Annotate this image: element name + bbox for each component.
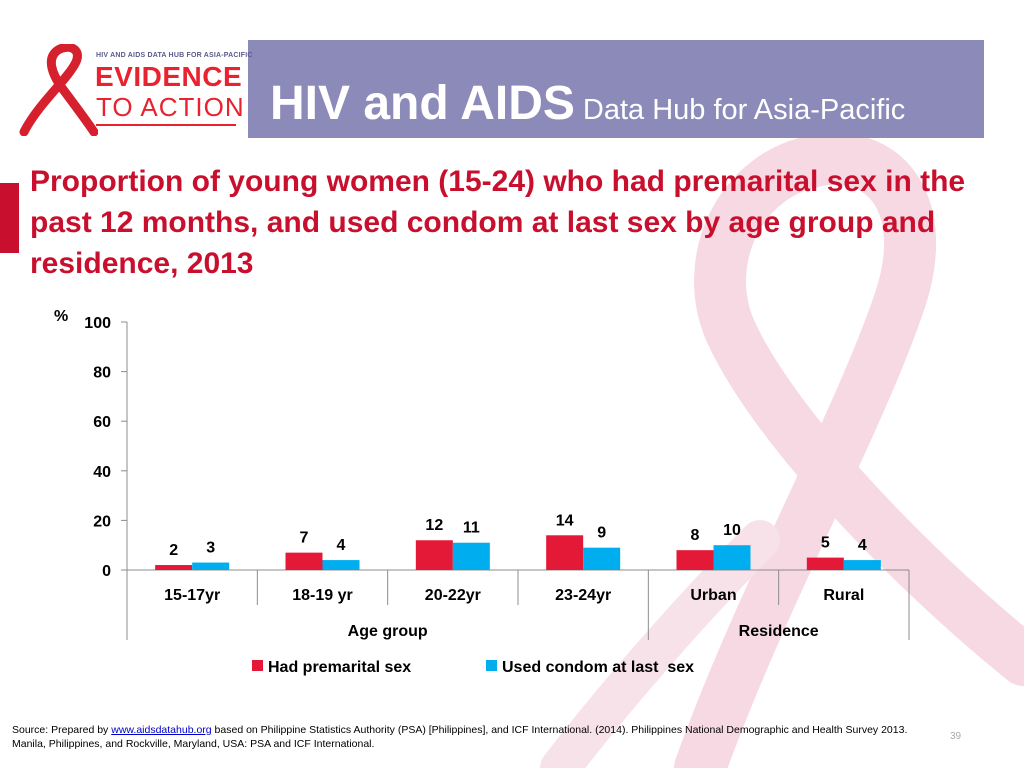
- y-tick-label: 20: [93, 513, 111, 530]
- data-label: 12: [425, 517, 443, 534]
- source-prefix: Source: Prepared by: [12, 724, 109, 736]
- title-accent-bar: [0, 183, 19, 253]
- bar-condom-use: [452, 542, 490, 570]
- bar-condom-use: [843, 560, 881, 570]
- logo-hub-text: HIV AND AIDS DATA HUB FOR ASIA-PACIFIC: [96, 52, 253, 59]
- header-title-main: HIV and AIDS: [270, 77, 575, 130]
- legend-label: Had premarital sex: [268, 659, 411, 676]
- bar-condom-use: [322, 560, 360, 570]
- y-tick-label: 0: [102, 563, 111, 580]
- y-tick-label: 100: [84, 315, 111, 332]
- data-label: 11: [463, 520, 480, 537]
- y-tick-label: 40: [93, 464, 111, 481]
- y-tick-label: 60: [93, 414, 111, 431]
- x-tick-label: 18-19 yr: [292, 587, 353, 604]
- bar-condom-use: [192, 562, 230, 570]
- y-tick-label: 80: [93, 365, 111, 382]
- bar-premarital-sex: [546, 535, 584, 570]
- data-label: 10: [723, 522, 741, 539]
- data-label: 7: [300, 530, 309, 547]
- data-label: 5: [821, 535, 830, 552]
- data-label: 3: [206, 540, 215, 557]
- data-label: 9: [597, 525, 606, 542]
- bar-premarital-sex: [676, 550, 714, 570]
- x-tick-label: Urban: [690, 587, 736, 604]
- data-label: 8: [691, 527, 700, 544]
- bar-condom-use: [713, 545, 751, 570]
- bar-premarital-sex: [285, 552, 323, 570]
- x-tick-label: 20-22yr: [425, 587, 481, 604]
- x-tick-label: 15-17yr: [164, 587, 220, 604]
- legend-label: Used condom at last sex: [502, 659, 694, 676]
- page-number: 39: [950, 731, 962, 742]
- legend-swatch: [486, 660, 497, 671]
- logo-to-action-text: TO ACTION: [96, 92, 245, 122]
- data-label: 4: [858, 537, 867, 554]
- x-tick-label: Rural: [823, 587, 864, 604]
- source-link[interactable]: www.aidsdatahub.org: [111, 724, 212, 736]
- data-label: 2: [169, 542, 178, 559]
- y-axis-unit-label: %: [54, 308, 68, 325]
- source-rest: based on Philippine Statistics Authority…: [12, 724, 908, 750]
- header-title-sub: Data Hub for Asia-Pacific: [582, 94, 906, 126]
- logo-underline: [96, 124, 236, 126]
- logo-background: [0, 40, 248, 138]
- slide-title: Proportion of young women (15-24) who ha…: [30, 165, 966, 280]
- logo-evidence-text: EVIDENCE: [95, 61, 243, 92]
- x-group-label: Residence: [739, 623, 819, 640]
- bar-premarital-sex: [415, 540, 453, 570]
- data-label: 14: [556, 512, 574, 529]
- source-note: Source: Prepared by www.aidsdatahub.org …: [12, 723, 912, 751]
- data-label: 4: [337, 537, 346, 554]
- x-group-label: Age group: [348, 623, 428, 640]
- bar-premarital-sex: [806, 557, 844, 570]
- header-title: HIV and AIDS Data Hub for Asia-Pacific: [270, 76, 905, 131]
- legend-swatch: [252, 660, 263, 671]
- bar-condom-use: [583, 547, 621, 570]
- x-tick-label: 23-24yr: [555, 587, 611, 604]
- red-ribbon-logo-icon: [19, 44, 98, 136]
- bar-premarital-sex: [155, 565, 193, 570]
